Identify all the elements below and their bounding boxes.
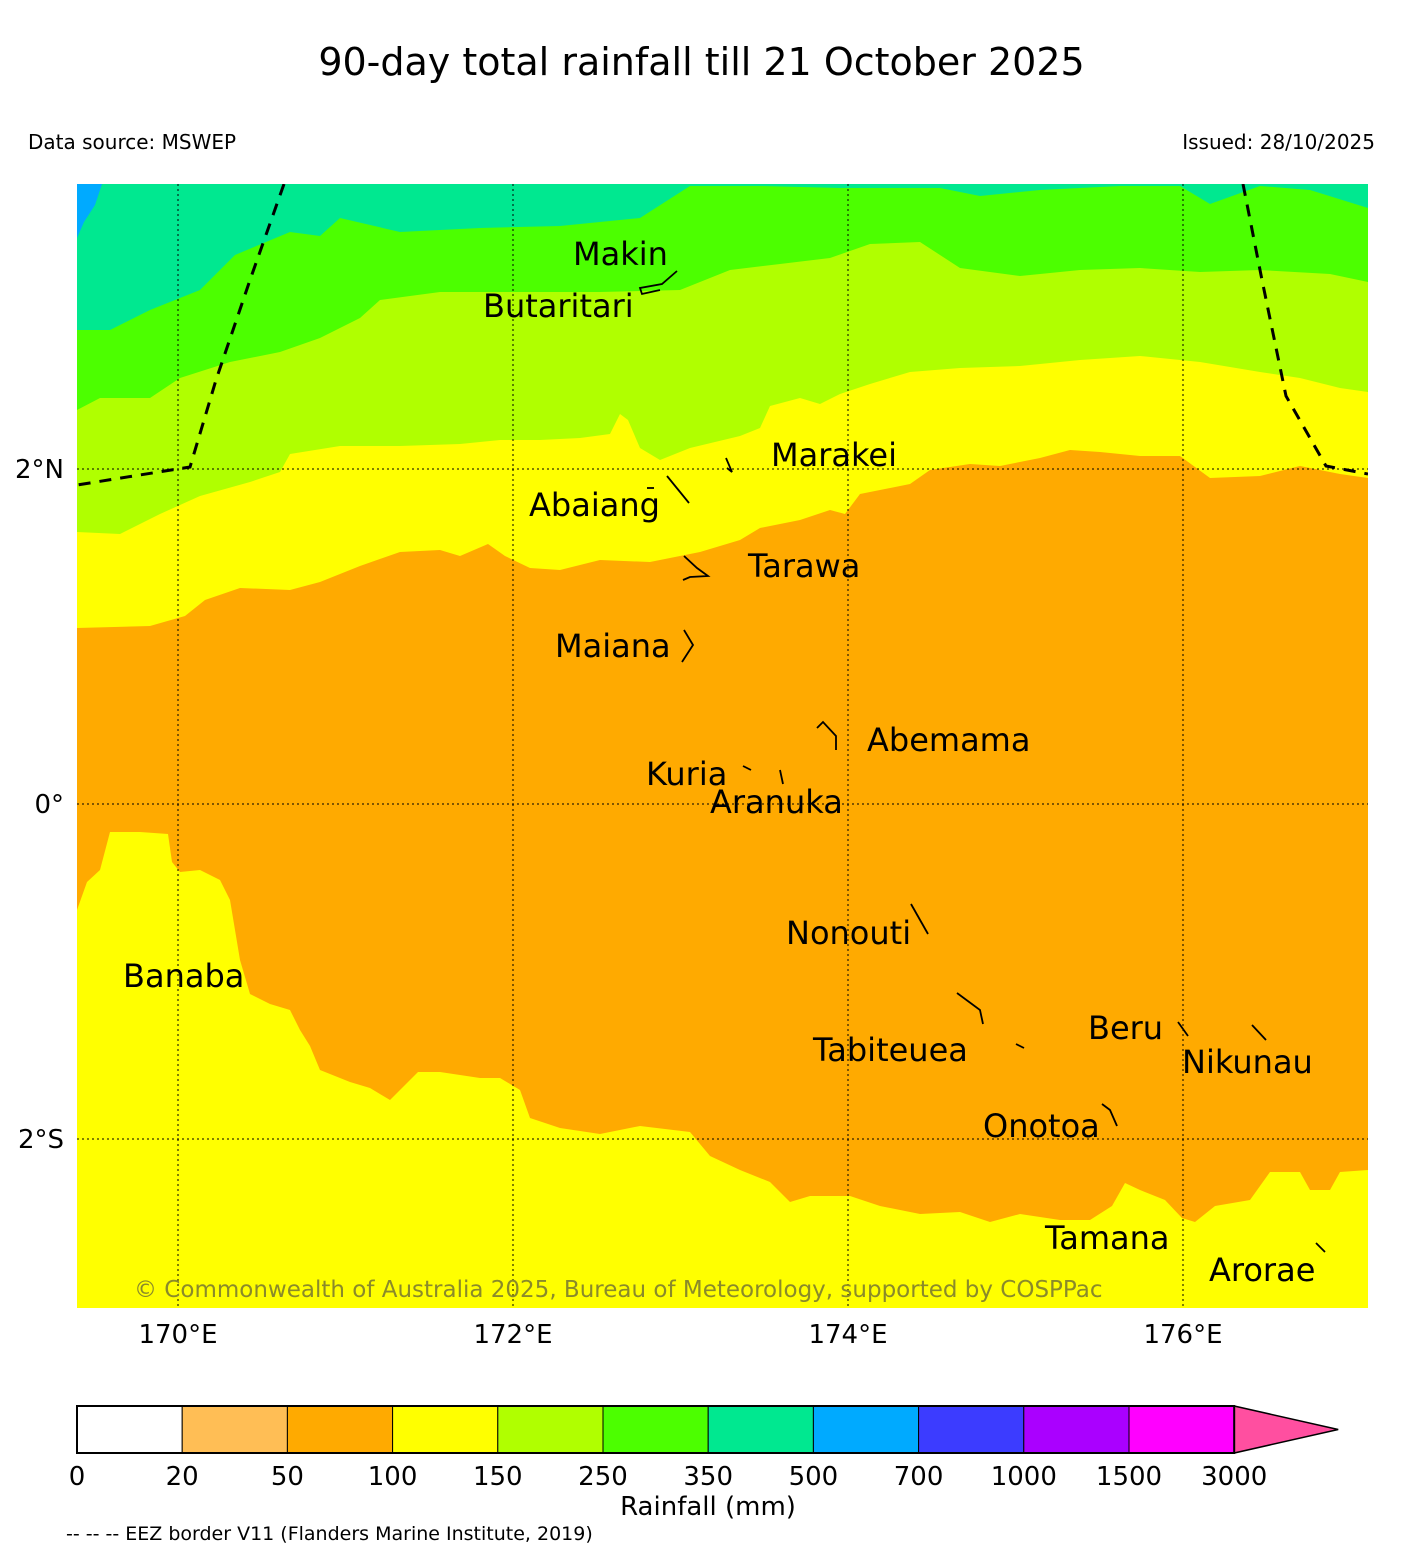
issued-date: Issued: 28/10/2025 xyxy=(1182,130,1375,154)
island-shapes xyxy=(638,270,1326,1253)
colorbar-segment-500-700 xyxy=(812,1405,920,1454)
copyright-notice: © Commonwealth of Australia 2025, Bureau… xyxy=(134,1277,1103,1303)
label-banaba: Banaba xyxy=(123,957,244,995)
label-onotoa: Onotoa xyxy=(983,1107,1100,1145)
label-abemama: Abemama xyxy=(867,721,1030,759)
kuria-shape xyxy=(742,765,752,771)
colorbar-tick-1000: 1000 xyxy=(991,1462,1057,1492)
label-tarawa: Tarawa xyxy=(747,547,860,585)
lat-label-0: 0° xyxy=(34,790,64,820)
colorbar-tick-350: 350 xyxy=(683,1462,733,1492)
label-maiana: Maiana xyxy=(555,627,671,665)
colorbar-segment-1000-1500 xyxy=(1023,1405,1130,1454)
colorbar-segment-350-500 xyxy=(707,1405,814,1454)
colorbar-segment-0-20 xyxy=(76,1405,183,1454)
colorbar-outline xyxy=(76,1405,1236,1454)
tarawa-shape xyxy=(682,555,711,581)
graticule xyxy=(77,184,1368,1308)
eez-border-west xyxy=(77,184,286,487)
label-arorae: Arorae xyxy=(1209,1251,1315,1289)
label-butaritari: Butaritari xyxy=(483,287,634,325)
rainfall-colorbar xyxy=(76,1405,1339,1454)
label-aranuka: Aranuka xyxy=(710,783,843,821)
colorbar-tick-20: 20 xyxy=(166,1462,199,1492)
nonouti-shape xyxy=(910,903,929,935)
abaiang-shape xyxy=(666,475,690,504)
lat-label-2N: 2°N xyxy=(15,455,64,485)
label-abaiang: Abaiang xyxy=(529,486,660,524)
colorbar-tick-700: 700 xyxy=(894,1462,944,1492)
lon-label-172E: 172°E xyxy=(473,1320,552,1350)
tabiteuea-north-shape xyxy=(956,992,984,1025)
colorbar-tick-3000: 3000 xyxy=(1201,1462,1267,1492)
abemama-shape xyxy=(816,720,837,750)
colorbar-segment-700-1000 xyxy=(918,1405,1025,1454)
colorbar-tick-50: 50 xyxy=(271,1462,304,1492)
colorbar-extend-arrow xyxy=(1233,1405,1339,1454)
label-tabiteuea: Tabiteuea xyxy=(812,1031,968,1069)
label-makin: Makin xyxy=(573,235,668,273)
marakei-shape xyxy=(725,457,733,473)
label-kuria: Kuria xyxy=(646,755,727,793)
colorbar-tick-500: 500 xyxy=(789,1462,839,1492)
map-title: 90-day total rainfall till 21 October 20… xyxy=(318,40,1085,84)
onotoa-shape xyxy=(1101,1103,1118,1127)
eez-border-east xyxy=(1241,184,1368,476)
lon-label-170E: 170°E xyxy=(138,1320,217,1350)
label-tamana: Tamana xyxy=(1044,1219,1170,1257)
aranuka-shape xyxy=(779,769,784,785)
maiana-shape xyxy=(681,629,695,663)
colorbar-segment-50-100 xyxy=(286,1405,394,1454)
label-marakei: Marakei xyxy=(771,436,897,474)
arorae-shape xyxy=(1315,1242,1326,1253)
label-nonouti: Nonouti xyxy=(786,914,911,952)
data-source: Data source: MSWEP xyxy=(28,130,237,154)
label-beru: Beru xyxy=(1088,1009,1163,1047)
colorbar-segment-250-350 xyxy=(602,1405,709,1454)
colorbar-tick-labels: 0 20 50 100 150 250 350 500 700 1000 1500 3000 xyxy=(69,1462,1268,1492)
colorbar-segment-20-50 xyxy=(181,1405,288,1454)
tabiteuea-south-shape xyxy=(1015,1043,1025,1049)
colorbar-tick-1500: 1500 xyxy=(1096,1462,1162,1492)
colorbar-tick-100: 100 xyxy=(368,1462,418,1492)
label-nikunau: Nikunau xyxy=(1182,1043,1313,1081)
rainfall-contours xyxy=(77,184,1368,1308)
colorbar-label: Rainfall (mm) xyxy=(620,1492,796,1522)
colorbar-segment-1500-3000 xyxy=(1128,1405,1235,1454)
lon-label-176E: 176°E xyxy=(1143,1320,1222,1350)
colorbar-tick-150: 150 xyxy=(473,1462,523,1492)
band-50-100 xyxy=(77,450,1368,1222)
beru-shape xyxy=(1177,1021,1189,1037)
colorbar-tick-250: 250 xyxy=(578,1462,628,1492)
colorbar-tick-0: 0 xyxy=(69,1462,86,1492)
makin-butaritari-shape xyxy=(638,270,678,296)
band-500-700 xyxy=(77,184,102,238)
eez-note: -- -- -- EEZ border V11 (Flanders Marine… xyxy=(66,1523,593,1545)
lon-label-174E: 174°E xyxy=(808,1320,887,1350)
nikunau-shape xyxy=(1251,1024,1267,1041)
colorbar-segment-150-250 xyxy=(497,1405,604,1454)
colorbar-segment-100-150 xyxy=(392,1405,499,1454)
lat-label-2S: 2°S xyxy=(18,1125,64,1155)
